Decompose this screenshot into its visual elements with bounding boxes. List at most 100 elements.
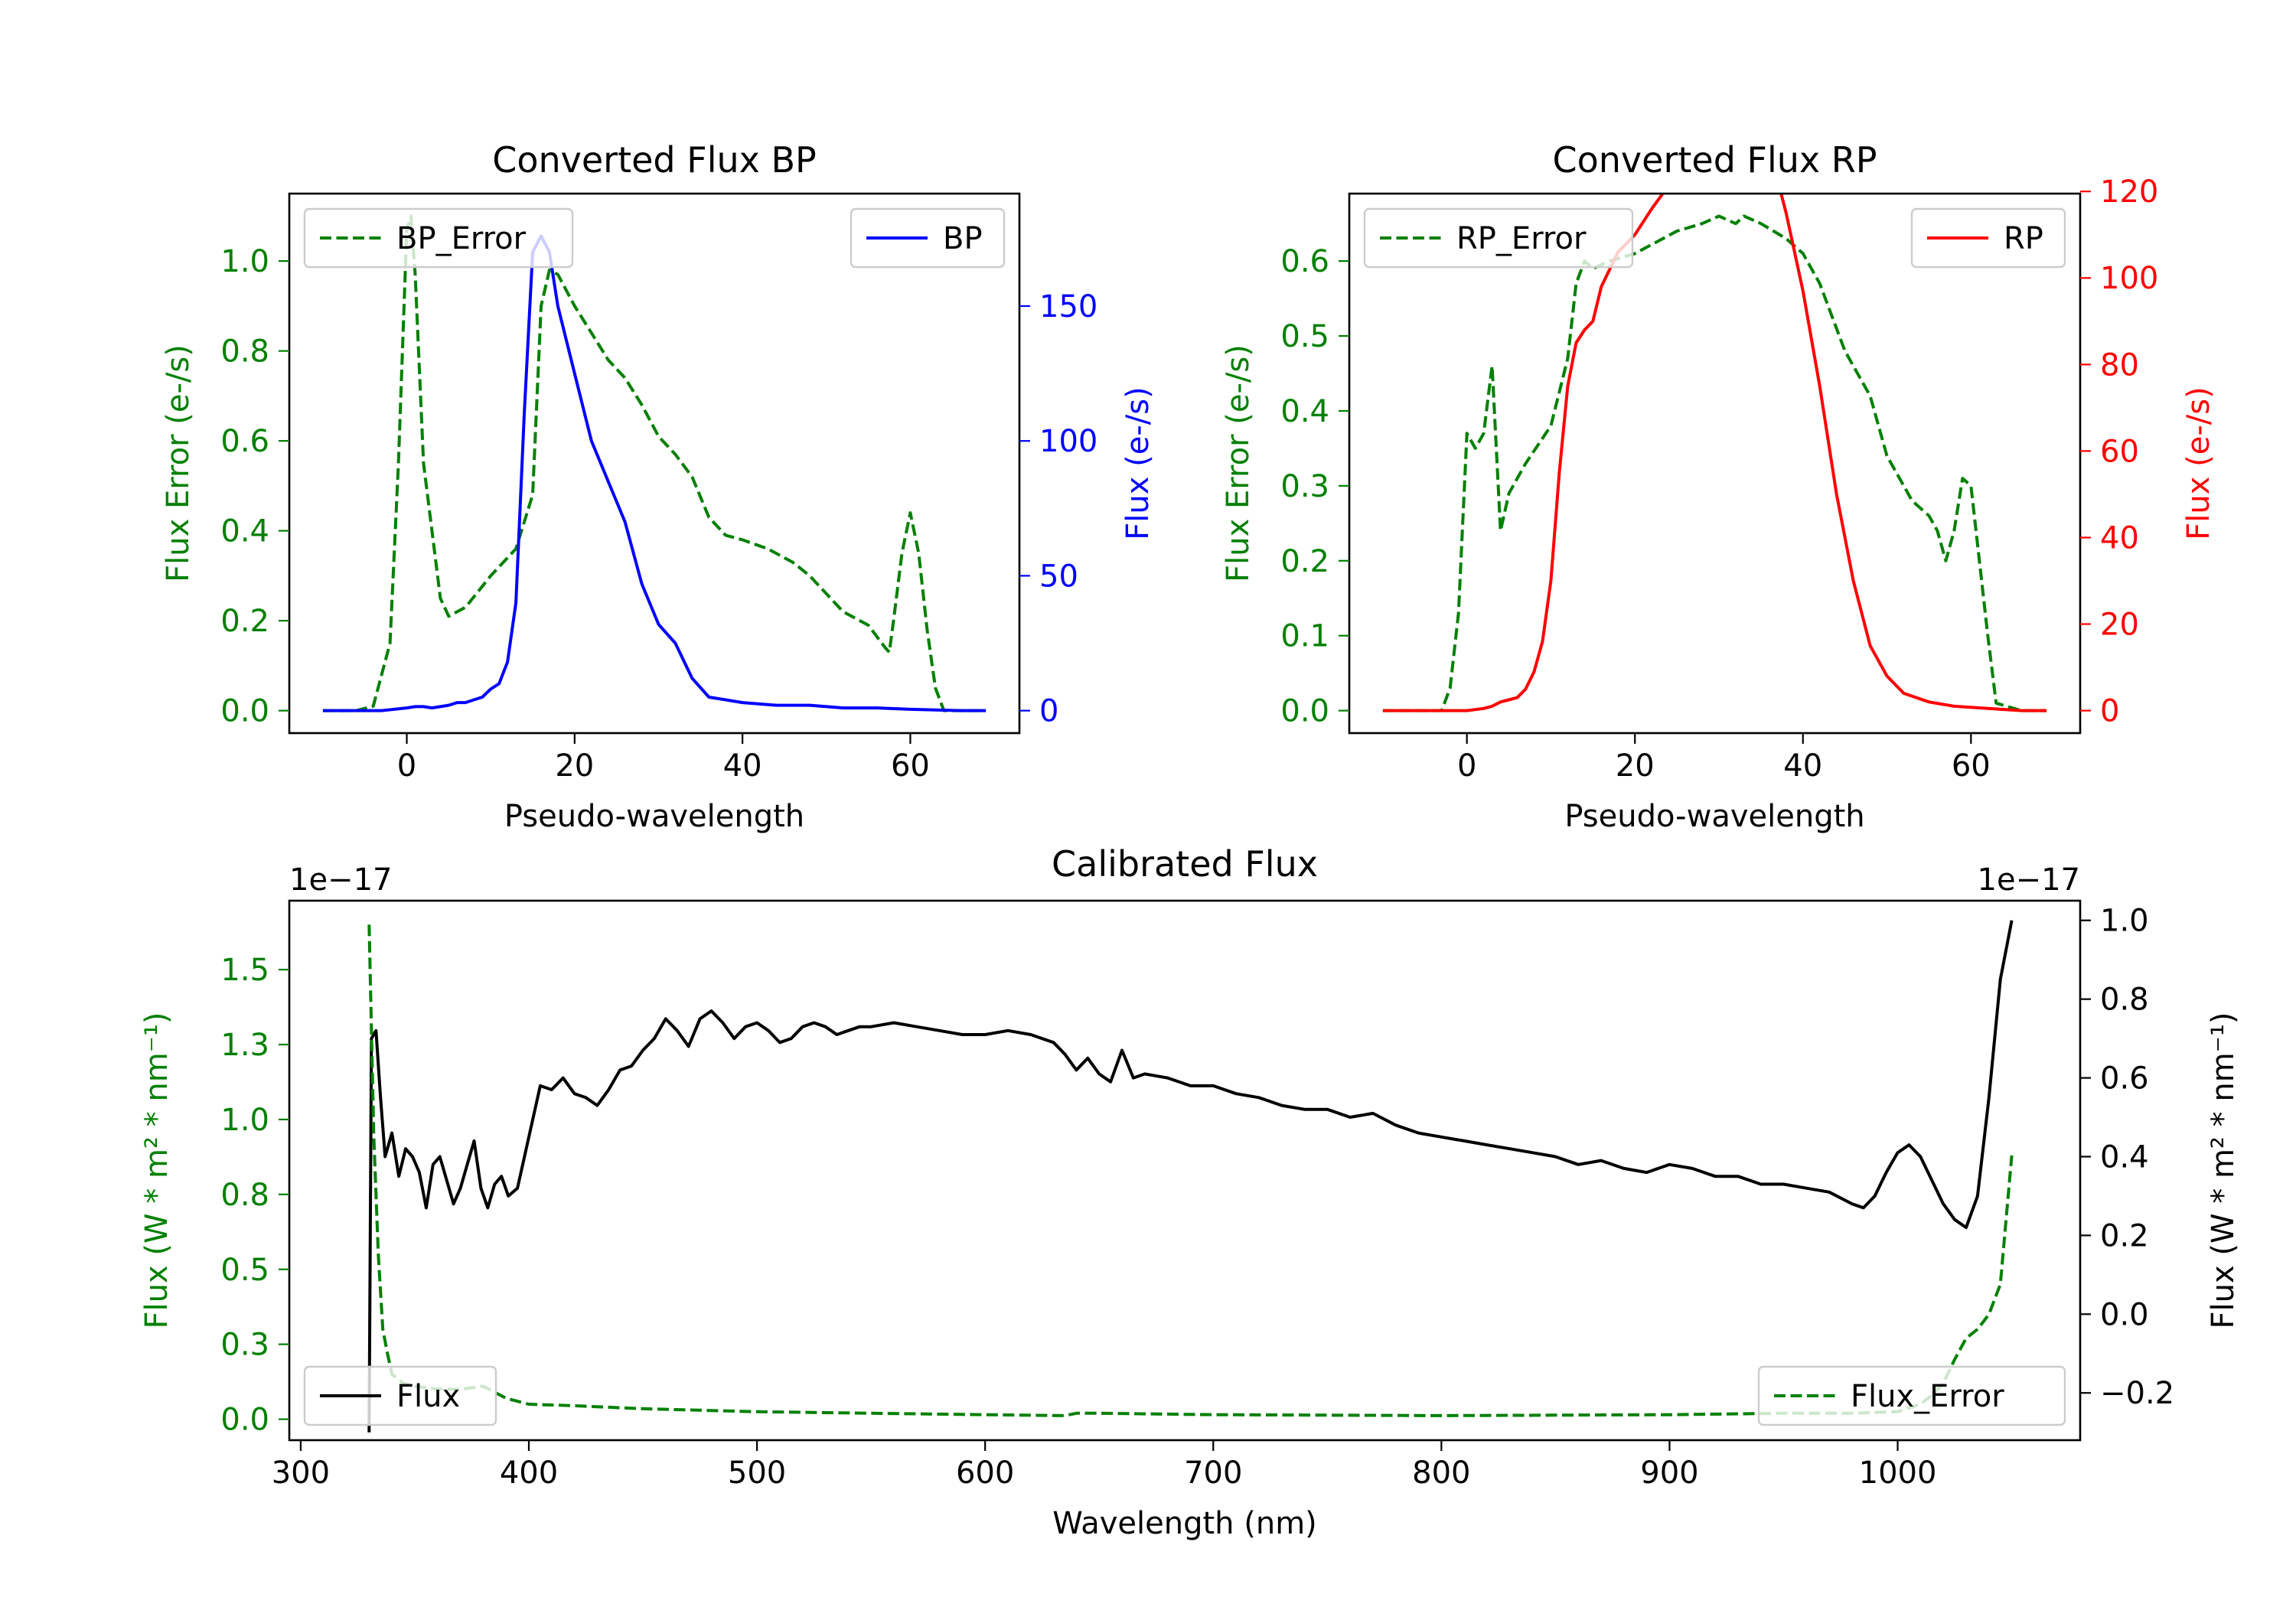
rp-title: Converted Flux RP — [1553, 139, 1877, 181]
y-right-axis-label: Flux (W * m² * nm⁻¹) — [2206, 1012, 2241, 1329]
y-left-tick-label: 0.3 — [1280, 469, 1329, 504]
legend-label: BP_Error — [396, 221, 527, 256]
y-left-tick-label: 0.0 — [220, 1403, 269, 1438]
legend-flux-error: Flux_Error — [1757, 1365, 2066, 1426]
legend-label: RP_Error — [1456, 221, 1587, 256]
calibrated-title: Calibrated Flux — [1052, 843, 1318, 885]
rp-series — [1382, 194, 2047, 712]
y-left-axis-label: Flux Error (e-/s) — [1221, 344, 1256, 582]
legend-box — [303, 207, 574, 269]
x-axis-label: Wavelength (nm) — [1052, 1506, 1317, 1541]
legend-box — [1757, 1365, 2066, 1426]
x-tick-label: 0 — [1457, 748, 1476, 784]
y-left-tick-label: 0.0 — [220, 694, 269, 729]
legend-rp: RP — [1910, 207, 2066, 269]
legend-rp-error: RP_Error — [1363, 207, 1634, 269]
y-left-tick-label: 0.3 — [220, 1328, 269, 1363]
y-right-tick-label: 60 — [2100, 434, 2139, 469]
x-tick-label: 300 — [272, 1455, 330, 1491]
bp-title: Converted Flux BP — [492, 139, 817, 181]
legend-label: RP — [2004, 221, 2043, 256]
y-right-tick-label: 100 — [1039, 424, 1097, 459]
y-left-tick-label: 0.6 — [220, 424, 269, 459]
x-axis-label: Pseudo-wavelength — [504, 799, 804, 834]
y-right-tick-label: −0.2 — [2100, 1376, 2174, 1411]
y-left-tick-label: 0.2 — [220, 604, 269, 639]
legend-flux: Flux — [303, 1365, 497, 1426]
x-tick-label: 800 — [1412, 1455, 1470, 1491]
y-right-tick-label: 50 — [1039, 559, 1078, 594]
calibrated-axes-frame — [288, 899, 2082, 1442]
x-tick-label: 60 — [891, 748, 930, 784]
y-right-axis-label: Flux (e-/s) — [1120, 386, 1156, 539]
y-right-tick-label: 150 — [1039, 289, 1097, 324]
offset-left-label: 1e−17 — [289, 862, 392, 898]
calibrated-panel: 300 400 500 600 700 800 900 1000 0.0 0.3 0.5 0.8 1.0… — [139, 843, 2241, 1541]
x-tick-label: 20 — [1616, 748, 1655, 784]
legend-bp-error: BP_Error — [303, 207, 574, 269]
y-right-tick-label: 80 — [2100, 347, 2139, 383]
series-line-rp — [1382, 194, 2047, 712]
x-tick-label: 60 — [1952, 748, 1991, 784]
y-left-axis-label: Flux Error (e-/s) — [161, 344, 196, 582]
y-right-tick-label: 0.6 — [2100, 1061, 2149, 1097]
y-left-tick-label: 1.0 — [220, 1103, 269, 1138]
y-right-tick-label: 0.4 — [2100, 1139, 2149, 1175]
bp-panel: 0 20 40 60 0.0 0.2 0.4 0.6 0.8 1.0 0 50 100 150 Conver… — [161, 139, 1156, 834]
y-right-tick-label: 40 — [2100, 520, 2139, 556]
y-left-tick-label: 0.5 — [1280, 319, 1329, 354]
y-left-tick-label: 1.3 — [220, 1028, 269, 1063]
y-right-tick-label: 120 — [2100, 174, 2158, 210]
x-tick-label: 500 — [728, 1455, 786, 1491]
y-right-tick-label: 0 — [2100, 694, 2119, 729]
x-tick-label: 900 — [1640, 1455, 1698, 1491]
x-tick-label: 0 — [397, 748, 416, 784]
y-left-tick-label: 1.5 — [220, 953, 269, 988]
series-line-bp-error — [322, 214, 987, 712]
y-right-tick-label: 100 — [2100, 261, 2158, 296]
x-tick-label: 40 — [723, 748, 762, 784]
series-line-rp-error — [1382, 214, 2047, 712]
y-right-tick-label: 0 — [1039, 694, 1058, 729]
series-line-flux-error — [367, 924, 2014, 1417]
y-right-tick-label: 20 — [2100, 608, 2139, 643]
x-tick-label: 1000 — [1859, 1455, 1937, 1491]
y-left-tick-label: 0.4 — [220, 514, 269, 549]
x-axis-label: Pseudo-wavelength — [1564, 799, 1864, 834]
calibrated-series — [367, 920, 2014, 1433]
x-tick-label: 700 — [1184, 1455, 1242, 1491]
legend-bp: BP — [850, 207, 1006, 269]
legend-label: Flux — [396, 1379, 460, 1414]
y-right-tick-label: 1.0 — [2100, 904, 2149, 939]
series-line-flux — [367, 920, 2014, 1433]
legend-label: Flux_Error — [1851, 1379, 2004, 1414]
series-line-bp — [322, 234, 987, 712]
legend-box — [303, 1365, 497, 1426]
y-left-tick-label: 0.8 — [220, 334, 269, 370]
y-right-tick-label: 0.2 — [2100, 1218, 2149, 1253]
y-left-axis-label: Flux (W * m² * nm⁻¹) — [139, 1012, 174, 1329]
y-left-tick-label: 0.8 — [220, 1178, 269, 1213]
y-left-tick-label: 0.0 — [1280, 694, 1329, 729]
legend-box — [1363, 207, 1634, 269]
offset-right-label: 1e−17 — [1978, 862, 2080, 898]
y-left-tick-label: 0.1 — [1280, 619, 1329, 654]
bp-series — [322, 214, 987, 712]
y-left-tick-label: 0.6 — [1280, 244, 1329, 279]
legend-label: BP — [943, 221, 983, 256]
rp-axes-frame — [1348, 192, 2082, 735]
x-tick-label: 40 — [1783, 748, 1822, 784]
y-left-tick-label: 1.0 — [220, 244, 269, 279]
x-tick-label: 600 — [956, 1455, 1014, 1491]
y-right-tick-label: 0.8 — [2100, 983, 2149, 1018]
x-tick-label: 400 — [500, 1455, 558, 1491]
y-right-axis-label: Flux (e-/s) — [2181, 386, 2216, 539]
y-left-tick-label: 0.2 — [1280, 544, 1329, 579]
bp-axes-frame — [288, 192, 1021, 735]
y-left-tick-label: 0.5 — [220, 1253, 269, 1288]
y-left-tick-label: 0.4 — [1280, 394, 1329, 429]
y-right-tick-label: 0.0 — [2100, 1297, 2149, 1332]
rp-panel: 0 20 40 60 0.0 0.1 0.2 0.3 0.4 0.5 0.6 0 20 40 60 80 100… — [1221, 139, 2216, 834]
x-tick-label: 20 — [555, 748, 594, 784]
